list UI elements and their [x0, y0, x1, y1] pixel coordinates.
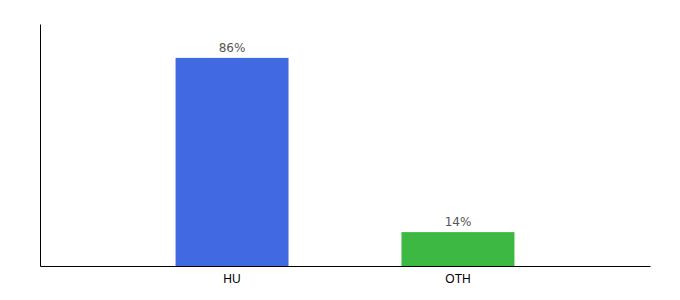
- data-labels: 86% 14%: [219, 41, 472, 229]
- y-axis: [40, 25, 41, 267]
- chart: 86% 14% HU OTH: [0, 0, 680, 300]
- x-tick: HU: [223, 272, 240, 286]
- x-axis: HU OTH: [41, 267, 651, 286]
- bar: [401, 232, 514, 266]
- bars: [176, 58, 515, 266]
- data-label: 86%: [219, 41, 246, 55]
- data-label: 14%: [445, 215, 472, 229]
- x-axis-line: [41, 266, 651, 267]
- x-tick: OTH: [445, 272, 470, 286]
- x-tick-label: OTH: [445, 272, 470, 286]
- chart-container: 86% 14% HU OTH: [0, 0, 680, 300]
- plot: 86% 14% HU OTH: [41, 25, 651, 286]
- x-tick-label: HU: [223, 272, 240, 286]
- bar: [176, 58, 289, 266]
- y-axis-line: [40, 25, 41, 267]
